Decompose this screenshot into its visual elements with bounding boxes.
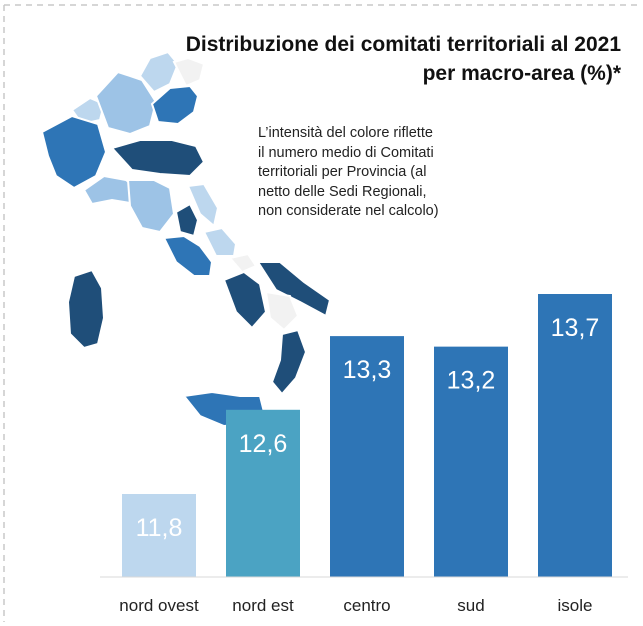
chart-title-line-2: per macro-area (%)* (422, 62, 621, 85)
value-label-sud: 13,2 (447, 367, 496, 395)
map-region-calabria (270, 328, 308, 396)
note-line-5: non considerate nel calcolo) (258, 203, 439, 219)
note-line-1: L’intensità del colore riflette (258, 125, 433, 141)
category-label-sud: sud (457, 596, 484, 615)
map-region-piemonte (40, 114, 108, 190)
value-label-centro: 13,3 (343, 356, 392, 384)
category-label-nord-ovest: nord ovest (119, 596, 199, 615)
map-region-molise (228, 252, 258, 274)
chart-note: L’intensità del colore riflette il numer… (258, 124, 498, 222)
note-line-2: il numero medio di Comitati (258, 144, 434, 161)
map-region-puglia (256, 261, 332, 318)
chart-title: Distribuzione dei comitati territoriali … (61, 30, 621, 88)
map-region-lombardia (94, 70, 158, 136)
map-region-campania (222, 270, 268, 330)
bar-isole (538, 294, 612, 577)
value-label-isole: 13,7 (551, 314, 600, 342)
map-region-veneto (150, 84, 200, 126)
bar-sud (434, 346, 508, 577)
bar-nord-est (226, 409, 300, 577)
map-region-lazio (162, 234, 214, 277)
map-region-toscana (126, 179, 176, 234)
bar-centro (330, 336, 404, 577)
map-region-marche (186, 182, 220, 228)
map-region-basilicata (264, 290, 300, 332)
note-line-4: netto delle Sedi Regionali, (258, 183, 427, 200)
bar-nord-ovest (122, 494, 196, 577)
map-region-umbria (174, 202, 200, 238)
map-region-sardegna (66, 268, 106, 350)
map-region-friuli (172, 56, 206, 88)
map-region-abruzzo (202, 226, 238, 257)
chart-title-line-1: Distribuzione dei comitati territoriali … (185, 33, 621, 56)
value-label-nord-ovest: 11,8 (136, 514, 183, 542)
value-label-nord-est: 12,6 (239, 430, 288, 458)
category-label-isole: isole (558, 596, 593, 615)
map-region-emilia (110, 139, 206, 178)
category-label-centro: centro (343, 596, 390, 615)
note-line-3: territoriali per Provincia (al (258, 164, 427, 180)
category-label-nord-est: nord est (232, 596, 294, 615)
